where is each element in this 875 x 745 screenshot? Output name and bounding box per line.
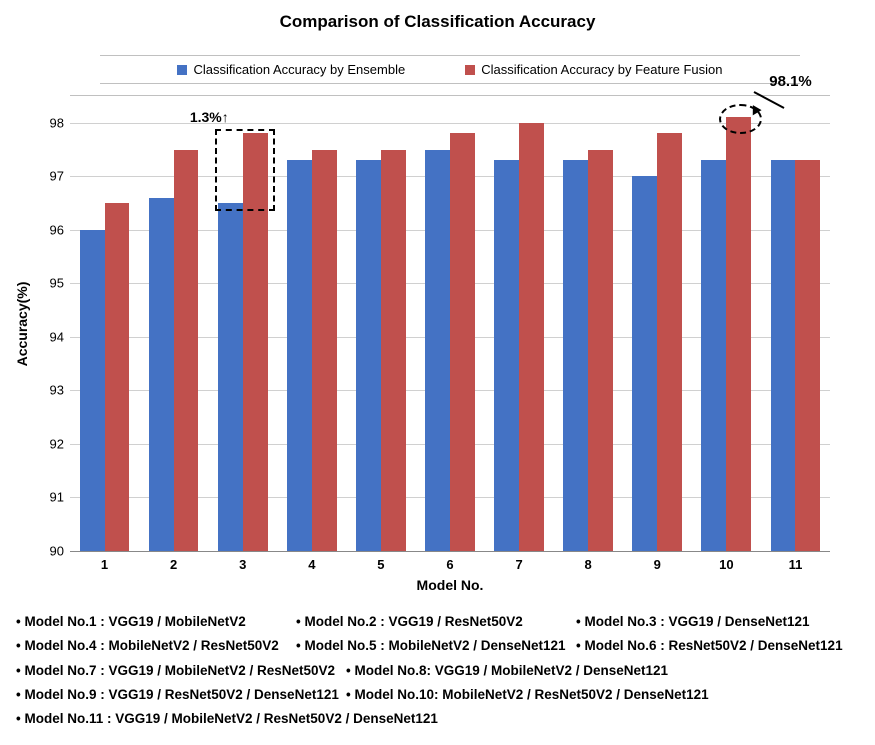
model-list-item: • Model No.9 : VGG19 / ResNet50V2 / Dens… bbox=[16, 683, 346, 707]
bar-ensemble bbox=[425, 150, 450, 551]
x-axis-label: Model No. bbox=[417, 577, 484, 593]
bar-fusion bbox=[381, 150, 406, 551]
bar-ensemble bbox=[771, 160, 796, 551]
legend-swatch-fusion bbox=[465, 65, 475, 75]
bar-ensemble bbox=[632, 176, 657, 551]
model-list-item: • Model No.4 : MobileNetV2 / ResNet50V2 bbox=[16, 634, 296, 658]
plot-area: Accuracy(%) Model No. 909192939495969798… bbox=[70, 95, 830, 552]
y-tick-label: 93 bbox=[50, 383, 64, 398]
y-tick-label: 94 bbox=[50, 329, 64, 344]
bar-ensemble bbox=[701, 160, 726, 551]
legend-label-ensemble: Classification Accuracy by Ensemble bbox=[193, 62, 405, 77]
model-list-item: • Model No.2 : VGG19 / ResNet50V2 bbox=[296, 610, 576, 634]
bar-fusion bbox=[105, 203, 130, 551]
model-list-item: • Model No.7 : VGG19 / MobileNetV2 / Res… bbox=[16, 659, 346, 683]
bar-ensemble bbox=[356, 160, 381, 551]
chart-container: Comparison of Classification Accuracy Cl… bbox=[0, 0, 875, 745]
bar-ensemble bbox=[287, 160, 312, 551]
bar-ensemble bbox=[494, 160, 519, 551]
bar-fusion bbox=[174, 150, 199, 551]
model-list-item: • Model No.8: VGG19 / MobileNetV2 / Dens… bbox=[346, 659, 746, 683]
model-list-item: • Model No.10: MobileNetV2 / ResNet50V2 … bbox=[346, 683, 746, 707]
annotation-diff-box bbox=[215, 129, 275, 211]
model-list-item: • Model No.11 : VGG19 / MobileNetV2 / Re… bbox=[16, 707, 716, 731]
legend-swatch-ensemble bbox=[177, 65, 187, 75]
y-tick-label: 98 bbox=[50, 115, 64, 130]
y-tick-label: 97 bbox=[50, 169, 64, 184]
x-tick-label: 6 bbox=[446, 557, 453, 572]
annotation-diff-label: 1.3%↑ bbox=[190, 109, 229, 125]
bar-fusion bbox=[519, 123, 544, 551]
model-list: • Model No.1 : VGG19 / MobileNetV2• Mode… bbox=[16, 610, 866, 731]
bar-ensemble bbox=[80, 230, 105, 551]
model-list-row: • Model No.7 : VGG19 / MobileNetV2 / Res… bbox=[16, 659, 866, 683]
x-tick-label: 5 bbox=[377, 557, 384, 572]
x-tick-label: 2 bbox=[170, 557, 177, 572]
legend-item-fusion: Classification Accuracy by Feature Fusio… bbox=[465, 62, 722, 77]
model-list-row: • Model No.9 : VGG19 / ResNet50V2 / Dens… bbox=[16, 683, 866, 707]
annotation-max-arrow bbox=[754, 92, 785, 110]
bar-ensemble bbox=[149, 198, 174, 551]
bar-fusion bbox=[312, 150, 337, 551]
y-axis-label: Accuracy(%) bbox=[14, 281, 30, 366]
bar-ensemble bbox=[218, 203, 243, 551]
x-tick-label: 10 bbox=[719, 557, 733, 572]
bar-fusion bbox=[588, 150, 613, 551]
y-tick-label: 92 bbox=[50, 436, 64, 451]
bar-fusion bbox=[795, 160, 820, 551]
x-tick-label: 11 bbox=[789, 557, 803, 572]
model-list-row: • Model No.4 : MobileNetV2 / ResNet50V2•… bbox=[16, 634, 866, 658]
legend: Classification Accuracy by Ensemble Clas… bbox=[100, 55, 800, 84]
y-tick-label: 90 bbox=[50, 544, 64, 559]
model-list-item: • Model No.6 : ResNet50V2 / DenseNet121 bbox=[576, 634, 856, 658]
grid-line bbox=[70, 123, 830, 124]
model-list-item: • Model No.1 : VGG19 / MobileNetV2 bbox=[16, 610, 296, 634]
legend-label-fusion: Classification Accuracy by Feature Fusio… bbox=[481, 62, 722, 77]
y-tick-label: 96 bbox=[50, 222, 64, 237]
model-list-item: • Model No.5 : MobileNetV2 / DenseNet121 bbox=[296, 634, 576, 658]
legend-item-ensemble: Classification Accuracy by Ensemble bbox=[177, 62, 405, 77]
bar-fusion bbox=[726, 117, 751, 551]
x-tick-label: 1 bbox=[101, 557, 108, 572]
y-tick-label: 91 bbox=[50, 490, 64, 505]
x-tick-label: 8 bbox=[585, 557, 592, 572]
chart-area: Classification Accuracy by Ensemble Clas… bbox=[70, 45, 830, 585]
model-list-item: • Model No.3 : VGG19 / DenseNet121 bbox=[576, 610, 856, 634]
x-tick-label: 9 bbox=[654, 557, 661, 572]
x-tick-label: 7 bbox=[515, 557, 522, 572]
x-tick-label: 4 bbox=[308, 557, 315, 572]
bar-fusion bbox=[450, 133, 475, 551]
x-tick-label: 3 bbox=[239, 557, 246, 572]
model-list-row: • Model No.11 : VGG19 / MobileNetV2 / Re… bbox=[16, 707, 866, 731]
chart-title: Comparison of Classification Accuracy bbox=[0, 0, 875, 32]
y-tick-label: 95 bbox=[50, 276, 64, 291]
annotation-max-label: 98.1% bbox=[769, 73, 812, 90]
model-list-row: • Model No.1 : VGG19 / MobileNetV2• Mode… bbox=[16, 610, 866, 634]
bar-ensemble bbox=[563, 160, 588, 551]
bar-fusion bbox=[657, 133, 682, 551]
